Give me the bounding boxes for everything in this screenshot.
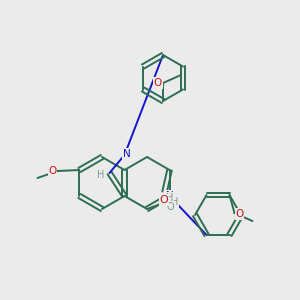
Text: N: N [123, 149, 130, 159]
Text: H: H [171, 197, 179, 207]
Text: H: H [166, 193, 174, 203]
Text: N: N [166, 191, 173, 201]
Text: H: H [97, 170, 104, 180]
Text: O: O [154, 78, 162, 88]
Text: O: O [236, 209, 244, 219]
Text: O: O [159, 195, 168, 205]
Text: O: O [164, 197, 172, 207]
Text: O: O [166, 202, 174, 212]
Text: O: O [48, 166, 57, 176]
